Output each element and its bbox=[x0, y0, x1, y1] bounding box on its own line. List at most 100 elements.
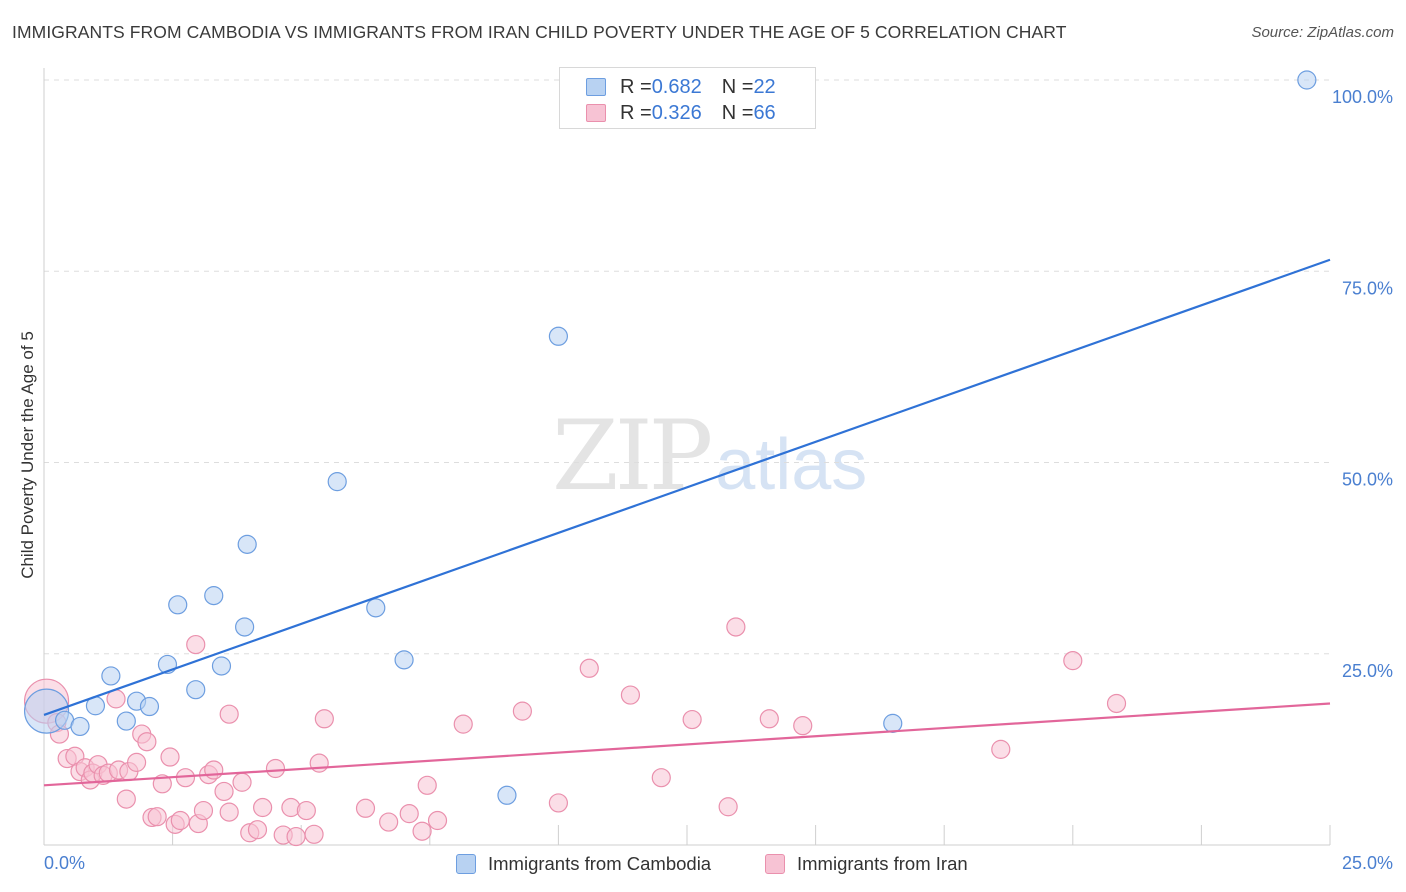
iran-point[interactable] bbox=[286, 826, 306, 847]
iran-point[interactable] bbox=[1106, 693, 1127, 714]
iran-point[interactable] bbox=[253, 797, 273, 818]
legend-swatch-cambodia bbox=[586, 78, 606, 96]
x-tick-label: 25.0% bbox=[1342, 853, 1393, 873]
iran-point[interactable] bbox=[232, 772, 252, 792]
iran-point[interactable] bbox=[116, 789, 136, 809]
iran-point[interactable] bbox=[309, 753, 329, 773]
iran-point[interactable] bbox=[651, 768, 671, 788]
iran-point[interactable] bbox=[759, 709, 779, 729]
legend-r-value: 0.682 bbox=[651, 75, 702, 98]
iran-point[interactable] bbox=[204, 760, 224, 780]
watermark-atlas: atlas bbox=[715, 425, 868, 505]
legend-n-label: N = bbox=[721, 75, 754, 98]
watermark-zip: ZIP bbox=[552, 400, 713, 512]
cambodia-point[interactable] bbox=[1297, 70, 1317, 90]
cambodia-point[interactable] bbox=[394, 650, 414, 670]
iran-point[interactable] bbox=[152, 774, 172, 794]
iran-point[interactable] bbox=[793, 716, 813, 736]
iran-point[interactable] bbox=[355, 798, 376, 818]
cambodia-point[interactable] bbox=[139, 696, 160, 717]
iran-point[interactable] bbox=[1063, 651, 1083, 671]
iran-point[interactable] bbox=[214, 781, 234, 802]
cambodia-point[interactable] bbox=[204, 586, 224, 606]
iran-point[interactable] bbox=[512, 701, 532, 721]
y-tick-label: 75.0% bbox=[1342, 278, 1393, 298]
iran-point[interactable] bbox=[682, 709, 702, 730]
iran-point[interactable] bbox=[453, 714, 473, 734]
iran-point[interactable] bbox=[726, 617, 746, 637]
iran-point[interactable] bbox=[991, 739, 1011, 759]
iran-point[interactable] bbox=[193, 800, 214, 821]
iran-point[interactable] bbox=[170, 810, 190, 831]
iran-point[interactable] bbox=[281, 797, 301, 818]
tick-labels: 25.0% 50.0% 75.0% 100.0% 0.0% 25.0% bbox=[44, 87, 1393, 873]
legend-item-iran[interactable]: Immigrants from Iran bbox=[765, 853, 968, 875]
legend-r-label: R = bbox=[620, 75, 652, 98]
iran-point[interactable] bbox=[579, 658, 599, 678]
legend-swatch-cambodia bbox=[456, 854, 476, 874]
axes bbox=[43, 68, 1331, 846]
iran-point[interactable] bbox=[247, 820, 268, 840]
iran-point[interactable] bbox=[399, 804, 419, 824]
cambodia-points bbox=[23, 70, 1317, 805]
legend-n-label: N = bbox=[721, 101, 754, 124]
iran-point[interactable] bbox=[379, 812, 399, 832]
cambodia-point[interactable] bbox=[186, 680, 206, 700]
legend-swatch-iran bbox=[586, 104, 606, 122]
iran-point[interactable] bbox=[304, 824, 324, 844]
y-axis-label: Child Poverty Under the Age of 5 bbox=[18, 331, 37, 579]
iran-point[interactable] bbox=[620, 685, 641, 705]
cambodia-point[interactable] bbox=[168, 595, 188, 615]
cambodia-point[interactable] bbox=[366, 598, 386, 618]
x-tick-label: 0.0% bbox=[44, 853, 85, 873]
cambodia-trend-line bbox=[43, 258, 1331, 716]
iran-point[interactable] bbox=[265, 758, 286, 779]
iran-point[interactable] bbox=[296, 800, 316, 821]
gridlines bbox=[44, 79, 1330, 655]
cambodia-point[interactable] bbox=[70, 716, 90, 737]
iran-point[interactable] bbox=[186, 634, 206, 655]
source-credit: Source: ZipAtlas.com bbox=[1251, 24, 1394, 41]
iran-point[interactable] bbox=[126, 752, 147, 772]
iran-point[interactable] bbox=[219, 704, 239, 724]
legend-n-value: 66 bbox=[753, 101, 776, 124]
cambodia-point[interactable] bbox=[883, 713, 903, 733]
watermark: ZIPatlas bbox=[552, 400, 867, 512]
legend-label-cambodia: Immigrants from Cambodia bbox=[488, 853, 712, 874]
series-legend: Immigrants from Cambodia Immigrants from… bbox=[0, 853, 1406, 877]
cambodia-point[interactable] bbox=[497, 785, 517, 805]
legend-r-value: 0.326 bbox=[651, 101, 702, 124]
iran-point[interactable] bbox=[219, 802, 239, 822]
iran-point[interactable] bbox=[137, 732, 157, 752]
iran-points bbox=[23, 617, 1127, 847]
iran-point[interactable] bbox=[160, 747, 180, 767]
trend-lines bbox=[43, 258, 1331, 787]
iran-trend-line bbox=[43, 702, 1331, 787]
iran-point[interactable] bbox=[718, 797, 738, 817]
cambodia-point[interactable] bbox=[116, 711, 136, 731]
y-tick-label: 100.0% bbox=[1332, 87, 1393, 107]
legend-label-iran: Immigrants from Iran bbox=[797, 853, 968, 874]
legend-n-value: 22 bbox=[753, 75, 776, 98]
cambodia-point[interactable] bbox=[235, 617, 255, 637]
y-tick-label: 25.0% bbox=[1342, 661, 1393, 681]
chart-title: IMMIGRANTS FROM CAMBODIA VS IMMIGRANTS F… bbox=[12, 22, 1067, 42]
iran-point[interactable] bbox=[314, 709, 334, 729]
iran-point[interactable] bbox=[147, 807, 167, 827]
cambodia-point[interactable] bbox=[101, 666, 121, 686]
cambodia-point[interactable] bbox=[548, 326, 569, 346]
iran-point[interactable] bbox=[427, 810, 448, 831]
legend-item-cambodia[interactable]: Immigrants from Cambodia bbox=[456, 853, 711, 875]
iran-point[interactable] bbox=[417, 775, 437, 795]
iran-point[interactable] bbox=[548, 793, 569, 813]
legend-swatch-iran bbox=[765, 854, 785, 874]
iran-point[interactable] bbox=[412, 821, 432, 841]
legend-row-iran: R = 0.326 N = 66 bbox=[586, 101, 776, 125]
cambodia-point[interactable] bbox=[237, 534, 257, 554]
y-tick-label: 50.0% bbox=[1342, 470, 1393, 490]
cambodia-point[interactable] bbox=[211, 656, 232, 676]
legend-row-cambodia: R = 0.682 N = 22 bbox=[586, 75, 776, 99]
correlation-legend: R = 0.682 N = 22 R = 0.326 N = 66 bbox=[559, 67, 816, 129]
cambodia-point[interactable] bbox=[327, 472, 347, 492]
